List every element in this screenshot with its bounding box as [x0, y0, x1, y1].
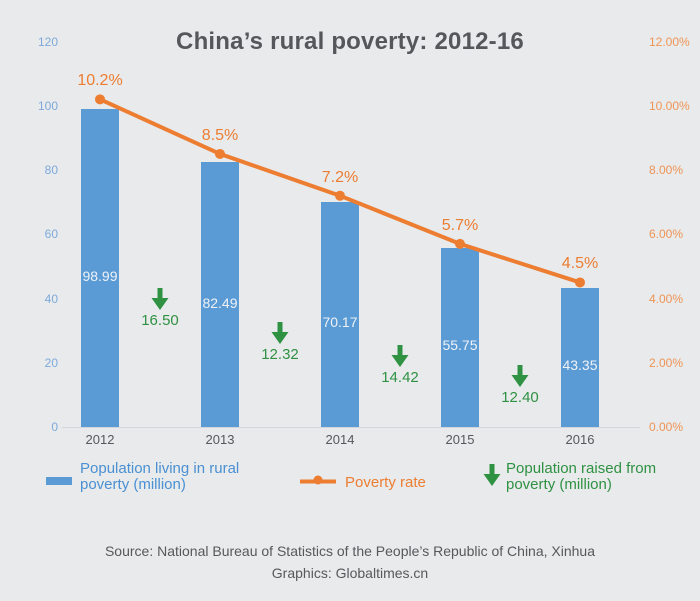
- bar-2015: 55.75: [441, 247, 479, 427]
- bar-value-label: 70.17: [322, 314, 358, 331]
- right-axis-tick: 8.00%: [649, 163, 684, 177]
- bar-value-label: 43.35: [562, 357, 598, 374]
- bar-2012: 98.99: [81, 109, 119, 427]
- legend-line-swatch: [300, 475, 336, 485]
- bar-value-label: 55.75: [442, 337, 478, 354]
- right-axis-tick: 0.00%: [649, 420, 684, 434]
- poverty-rate-point: [215, 148, 225, 159]
- right-axis-tick: 10.00%: [649, 98, 690, 113]
- source-line-2: Graphics: Globaltimes.cn: [271, 565, 429, 581]
- x-axis-line: [62, 427, 640, 428]
- x-axis-label: 2013: [205, 432, 235, 447]
- rate-point-label: 4.5%: [561, 255, 599, 273]
- legend-bar-label: Population living in rural poverty (mill…: [80, 460, 240, 493]
- left-axis-tick: 0: [51, 420, 58, 434]
- legend-arrow-icon: [483, 464, 501, 486]
- right-axis-tick: 4.00%: [649, 291, 684, 306]
- legend-bar-swatch: [46, 477, 72, 485]
- bar-value-label: 98.99: [82, 268, 118, 284]
- bar-value-label: 82.49: [202, 294, 238, 311]
- left-axis-tick: 120: [37, 34, 58, 49]
- down-arrow-icon: [151, 288, 169, 310]
- legend-arrow-label: Population raised from poverty (million): [506, 460, 657, 493]
- right-axis-tick: 2.00%: [649, 355, 684, 370]
- drop-value-label: 16.50: [141, 312, 179, 329]
- left-axis-tick: 20: [44, 355, 58, 370]
- poverty-rate-point: [95, 94, 105, 105]
- left-axis-tick: 100: [37, 98, 58, 113]
- drop-value-label: 14.42: [381, 369, 419, 386]
- down-arrow-icon: [271, 322, 289, 344]
- poverty-rate-point: [455, 238, 465, 249]
- x-axis-label: 2012: [85, 432, 115, 447]
- drop-value-label: 12.40: [501, 389, 539, 406]
- down-arrow-icon: [391, 345, 409, 367]
- down-arrow-icon: [511, 365, 529, 387]
- poverty-rate-point: [575, 277, 585, 288]
- rate-point-label: 10.2%: [77, 72, 123, 90]
- x-axis-label: 2015: [445, 432, 475, 447]
- legend-line-label: Poverty rate: [345, 474, 426, 491]
- rate-point-label: 8.5%: [201, 126, 239, 144]
- poverty-rate-point: [335, 190, 345, 201]
- left-axis-tick: 80: [44, 163, 58, 178]
- left-axis-tick: 60: [44, 227, 58, 242]
- rate-point-label: 5.7%: [441, 216, 479, 234]
- source-text: Source: National Bureau of Statistics of…: [0, 540, 700, 584]
- bar-2014: 70.17: [321, 201, 359, 427]
- x-axis-label: 2016: [565, 432, 595, 447]
- bar-2016: 43.35: [561, 287, 599, 427]
- bar-2013: 82.49: [201, 162, 239, 427]
- right-axis-tick: 6.00%: [649, 227, 684, 242]
- x-axis-label: 2014: [325, 432, 355, 447]
- left-axis-tick: 40: [44, 291, 58, 306]
- source-line-1: Source: National Bureau of Statistics of…: [104, 543, 596, 559]
- chart-title: China’s rural poverty: 2012-16: [176, 28, 524, 55]
- drop-value-label: 12.32: [261, 346, 299, 363]
- right-axis-tick: 12.00%: [649, 34, 690, 49]
- rate-point-label: 7.2%: [321, 168, 359, 186]
